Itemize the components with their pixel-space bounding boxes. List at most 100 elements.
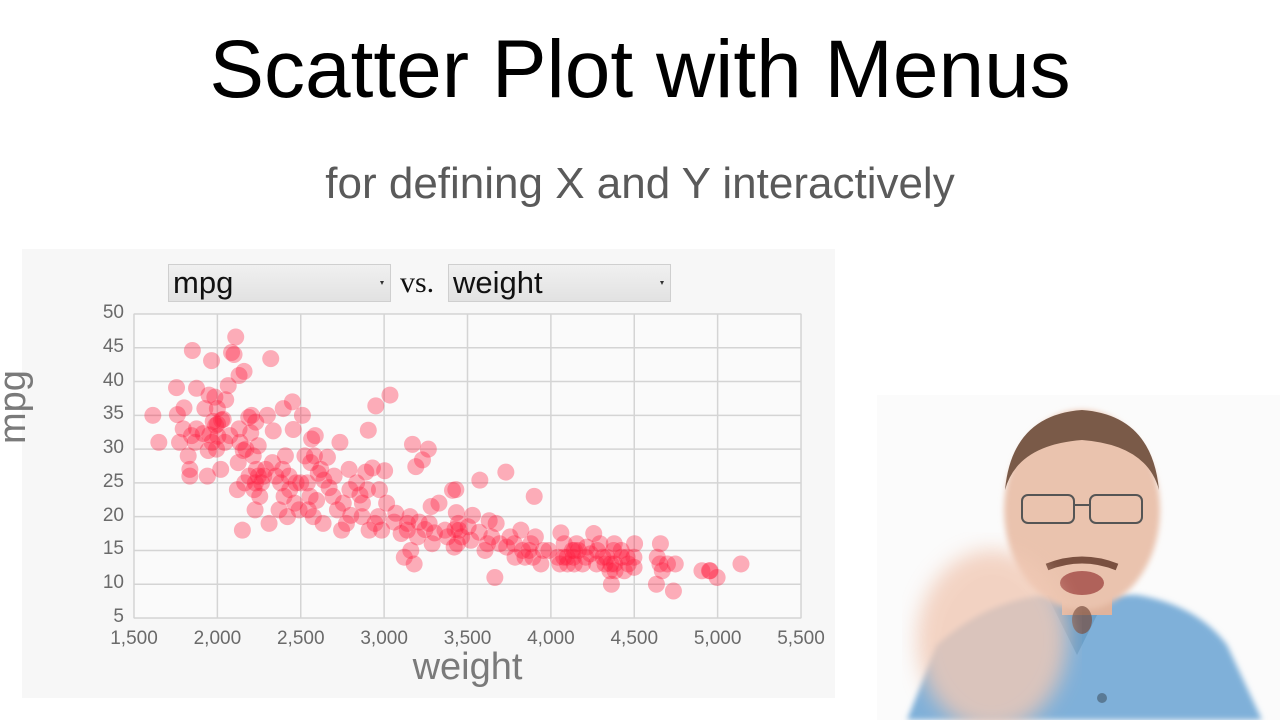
dropdown-arrow-icon xyxy=(660,281,664,285)
data-point xyxy=(275,487,293,505)
x-axis-select[interactable]: weight xyxy=(448,264,671,302)
data-point xyxy=(196,400,214,418)
data-point xyxy=(246,501,264,519)
data-point xyxy=(257,460,275,478)
y-tick-label: 20 xyxy=(102,504,124,526)
data-point xyxy=(247,460,265,478)
data-point xyxy=(243,406,261,424)
data-point xyxy=(174,420,192,438)
presenter-webcam xyxy=(877,395,1280,720)
data-point xyxy=(287,474,305,492)
data-point xyxy=(615,562,633,580)
data-point xyxy=(401,508,419,526)
x-tick-label: 2,000 xyxy=(193,628,242,649)
data-point xyxy=(613,548,631,566)
data-point xyxy=(693,562,711,580)
x-tick-label: 2,500 xyxy=(276,628,325,649)
data-point xyxy=(223,344,241,362)
data-point xyxy=(217,391,235,409)
data-point xyxy=(416,521,434,539)
data-point xyxy=(278,508,296,526)
presenter-figure xyxy=(877,395,1280,720)
x-axis-label: weight xyxy=(412,646,523,688)
data-point xyxy=(260,514,278,532)
data-point xyxy=(150,433,168,451)
data-point xyxy=(227,328,245,346)
data-point xyxy=(247,413,265,431)
data-point xyxy=(395,548,413,566)
data-point xyxy=(292,474,310,492)
y-axis-select[interactable]: mpg xyxy=(168,264,391,302)
data-point xyxy=(246,474,264,492)
dropdown-arrow-icon xyxy=(380,281,384,285)
data-point xyxy=(596,555,614,573)
data-point xyxy=(555,535,573,553)
data-point xyxy=(625,548,643,566)
data-point xyxy=(501,528,519,546)
data-point xyxy=(366,514,384,532)
data-point xyxy=(448,535,466,553)
data-point xyxy=(564,548,582,566)
data-point xyxy=(219,377,237,395)
data-point xyxy=(276,447,294,465)
data-point xyxy=(293,406,311,424)
data-point xyxy=(549,548,567,566)
data-point xyxy=(168,406,186,424)
data-point xyxy=(353,494,371,512)
data-point xyxy=(183,341,201,359)
data-point xyxy=(378,494,396,512)
x-axis-select-value: weight xyxy=(453,265,543,300)
data-point xyxy=(235,362,253,380)
data-point xyxy=(625,558,643,576)
data-point xyxy=(351,486,369,504)
data-point xyxy=(245,481,263,499)
data-point xyxy=(203,433,221,451)
data-point xyxy=(216,433,234,451)
data-point xyxy=(532,555,550,573)
data-point xyxy=(209,415,227,433)
data-point xyxy=(574,555,592,573)
data-point xyxy=(175,399,193,417)
data-point xyxy=(514,541,532,559)
data-point xyxy=(419,440,437,458)
data-point xyxy=(312,460,330,478)
data-point xyxy=(647,575,665,593)
data-point xyxy=(385,513,403,531)
data-point xyxy=(318,448,336,466)
data-point xyxy=(430,494,448,512)
data-point xyxy=(480,512,498,530)
data-point xyxy=(578,538,596,556)
data-point xyxy=(666,555,684,573)
data-point xyxy=(585,525,603,543)
y-tick-label: 25 xyxy=(102,470,124,492)
data-point xyxy=(498,538,516,556)
data-point xyxy=(363,459,381,477)
slide-title: Scatter Plot with Menus xyxy=(209,24,1071,115)
data-point xyxy=(602,555,620,573)
data-point xyxy=(487,514,505,532)
data-point xyxy=(262,350,280,368)
data-point xyxy=(242,424,260,442)
data-point xyxy=(618,548,636,566)
data-point xyxy=(367,397,385,415)
data-point xyxy=(225,346,243,364)
data-point xyxy=(602,575,620,593)
data-point xyxy=(619,555,637,573)
data-point xyxy=(168,379,186,397)
data-point xyxy=(231,433,249,451)
data-point xyxy=(588,555,606,573)
x-tick-label: 4,500 xyxy=(610,628,659,649)
data-point xyxy=(360,521,378,539)
data-points xyxy=(144,328,750,600)
data-point xyxy=(353,508,371,526)
data-point xyxy=(264,422,282,440)
data-point xyxy=(341,481,359,499)
data-point xyxy=(577,548,595,566)
data-point xyxy=(228,481,246,499)
data-point xyxy=(304,508,322,526)
data-point xyxy=(732,555,750,573)
data-point xyxy=(392,525,410,543)
data-point xyxy=(290,501,308,519)
data-point xyxy=(462,531,480,549)
data-point xyxy=(308,491,326,509)
